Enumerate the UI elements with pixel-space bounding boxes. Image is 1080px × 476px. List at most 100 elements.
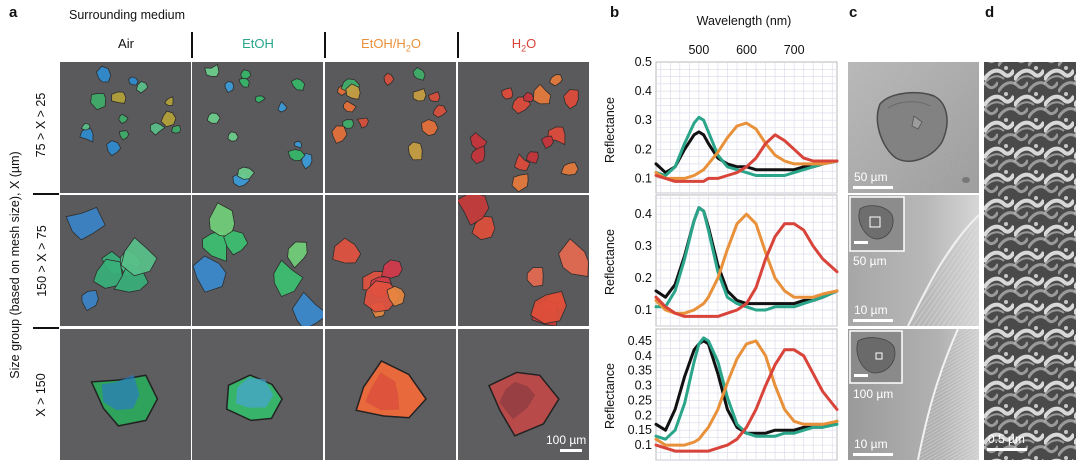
flake-particle [240,69,252,80]
flake-particle [273,259,304,298]
flake-particle-highlight [101,374,140,411]
micrograph-tile [192,329,323,460]
flake-particle [432,104,448,118]
flake-particle [150,122,166,136]
column-header-etoh-h2o: EtOH/H2O [325,36,457,54]
flake-particle [277,100,288,113]
micrograph-tile: 100 µm [458,329,589,460]
series-line-0 [654,339,839,435]
flake-particle-highlight [365,372,400,411]
flake-particle [523,91,534,103]
flake-particle [93,258,123,289]
column-separator [457,32,459,58]
column-header-h2o-text: H [511,36,522,51]
flake-particle [301,152,313,170]
flake-particle [118,113,129,125]
wavelength-axis-label: Wavelength (nm) [697,14,792,28]
flake-particle [287,149,306,162]
y-tick-label: 0.4 [635,207,652,221]
micrograph-tile [192,195,323,326]
flake-particle [290,78,306,91]
flake-particle [80,122,91,131]
flake-particle [111,91,127,104]
micrograph-image [458,329,589,460]
micrograph-tile [60,329,191,460]
y-tick-label: 0.1 [635,438,652,452]
column-header-air-text: Air [118,36,134,51]
series-line-0 [654,130,839,175]
column-header-air: Air [60,36,192,51]
micrograph-image [192,195,323,326]
flake-particle [530,290,567,325]
flake-particle [227,131,239,142]
flake-particle [135,80,149,94]
panel-a-letter: a [9,4,18,21]
micrograph-image [60,195,191,326]
y-tick-label: 0.4 [635,349,652,363]
series-line-2 [654,121,839,180]
sem-image-nanostructure: 0.5 µm [984,62,1076,460]
series-line-2 [654,212,839,315]
flake-particle [420,119,439,137]
flake-particle [160,110,177,128]
reflectance-chart-bottom: 0.10.150.20.250.30.350.40.45 [628,328,839,461]
y-tick-label: 0.45 [628,334,652,348]
panel-b-letter: b [610,4,620,21]
flake-particle [548,74,563,87]
flake-particle [383,72,395,87]
column-separator [324,32,326,58]
flake-particle [120,237,158,277]
flake-particle [128,76,139,86]
flake-particle [81,289,99,312]
row-label-medium: 150 > X > 75 [35,225,49,297]
flake-particle-highlight [499,381,536,420]
scale-bar [987,448,1027,451]
flake-particle [223,230,249,256]
micrograph-tile [325,195,456,326]
y-tick-label: 0.4 [635,84,652,98]
column-header-etoh-h2o-tail: O [410,36,421,51]
column-header-etoh-h2o-text: EtOH/H [361,36,406,51]
series-line-1 [654,336,839,441]
y-tick-label: 0.15 [628,423,652,437]
y-tick-label: 0.3 [635,239,652,253]
micrograph-image [458,62,589,193]
micrograph-tile [458,195,589,326]
flake-particle [237,166,255,180]
flake-particle [511,173,529,193]
flake-particle [526,151,539,164]
micrograph-tile [325,329,456,460]
flake-particle [90,92,107,111]
flake-particle [526,267,544,288]
series-line-1 [654,115,839,177]
micrograph-background [60,62,191,193]
column-header-etoh-h2o-sub: 2 [405,43,411,54]
flake-particle [342,119,355,129]
scale-bar-label: 50 µm [854,170,888,184]
y-tick-label: 0.2 [635,271,652,285]
flake-particle [164,96,174,107]
flake-particle [206,112,221,124]
y-tick-label: 0.3 [635,379,652,393]
flake-particle [106,140,122,157]
flake-particle [171,124,182,134]
flake-particle-highlight [236,377,274,408]
scale-bar [853,453,893,456]
sem-image-flake: 50 µm [848,62,979,193]
flake-particle [427,91,441,102]
scale-bar [853,319,893,322]
flake-particle [118,130,130,141]
flake-particle [381,259,403,279]
flake-particle [560,161,579,176]
inset-scale-bar-label: 100 µm [853,387,894,401]
flake-particle [407,141,423,161]
micrograph-image [192,329,323,460]
micrograph-image [60,62,191,193]
series-line-3 [654,348,839,453]
panel-d-letter: d [985,4,995,21]
scale-bar-label: 10 µm [854,303,888,317]
flake-particle [65,206,106,241]
flake-particle [343,100,357,113]
micrograph-image [192,62,323,193]
micrograph-image [325,195,456,326]
